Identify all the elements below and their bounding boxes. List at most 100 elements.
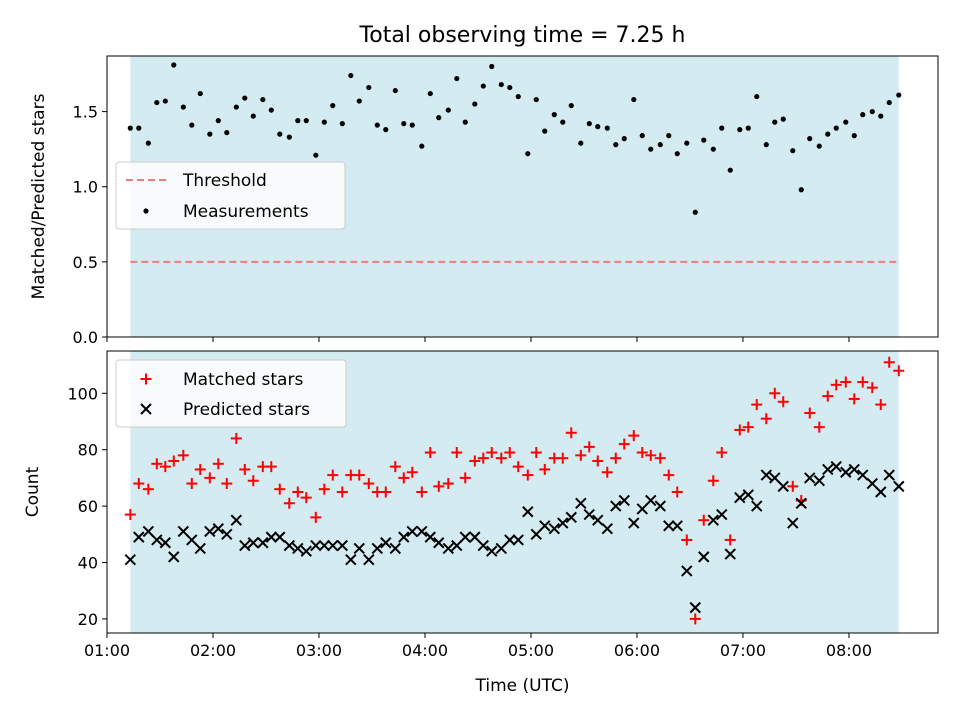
predicted-stars-point: [477, 539, 489, 552]
matched-stars-point: [495, 452, 507, 464]
measurement-point: [366, 84, 372, 91]
matched-stars-point: [380, 486, 392, 498]
ratio-legend-box: [115, 161, 346, 230]
predicted-stars-point: [751, 500, 763, 512]
predicted-stars-point: [592, 514, 604, 526]
measurement-point: [586, 121, 592, 127]
matched-stars-point: [565, 427, 577, 439]
matched-stars-point: [654, 452, 666, 464]
matched-stars-point: [477, 452, 489, 464]
predicted-stars-point: [830, 460, 842, 473]
matched-stars-point: [292, 486, 304, 498]
y-tick-label: 0.5: [73, 253, 98, 272]
y-tick-label: 80: [78, 441, 98, 460]
matched-stars-point: [124, 509, 136, 521]
measurement-point: [578, 140, 584, 146]
matched-stars-point: [813, 421, 825, 433]
matched-stars-point: [177, 449, 189, 461]
measurement-point: [224, 130, 230, 136]
predicted-stars-point: [283, 539, 296, 552]
predicted-stars-point: [787, 517, 799, 529]
measurement-point: [498, 81, 504, 88]
x-tick-label: 02:00: [190, 641, 236, 660]
measurement-point: [480, 83, 486, 89]
legend-matched-label: Matched stars: [183, 370, 303, 390]
measurement-point: [136, 125, 142, 131]
predicted-stars-point: [433, 537, 445, 549]
ratio-panel: 0.0 0.5 1.0 1.5 Total observing time = 7.25…: [29, 23, 939, 347]
matched-stars-point: [433, 480, 445, 492]
legend-plus-marker: [140, 373, 152, 385]
matched-stars-point: [504, 447, 516, 459]
matched-stars-point: [230, 432, 242, 444]
predicted-stars-point: [177, 525, 190, 538]
measurement-point: [339, 121, 345, 127]
matched-stars-point: [310, 511, 322, 523]
measurement-point: [790, 148, 796, 154]
matched-stars-point: [724, 534, 736, 546]
matched-stars-point: [247, 475, 259, 487]
predicted-stars-point: [557, 517, 569, 529]
predicted-stars-point: [469, 531, 481, 543]
predicted-stars-point: [760, 469, 772, 481]
predicted-stars-point: [186, 534, 198, 546]
measurement-point: [533, 96, 539, 103]
time-x-axis-label: Time (UTC): [475, 676, 570, 696]
y-tick-label: 0.0: [73, 328, 98, 347]
matched-stars-point: [610, 452, 622, 464]
measurement-point: [719, 125, 725, 131]
predicted-stars-point: [769, 472, 781, 484]
count-x-ticks: 01:00 02:00 03:00 04:00 05:00 06:00 07:00 08:00: [84, 633, 872, 660]
measurement-point: [780, 116, 786, 122]
matched-stars-point: [239, 463, 251, 475]
predicted-stars-point: [230, 514, 243, 526]
matched-stars-point: [822, 390, 834, 402]
y-tick-label: 60: [78, 497, 98, 516]
measurement-point: [525, 151, 531, 157]
predicted-stars-point: [159, 537, 172, 549]
matched-stars-point: [133, 478, 145, 490]
measurement-point: [657, 142, 663, 148]
measurement-point: [639, 133, 645, 139]
matched-stars-point: [618, 438, 630, 450]
x-tick-label: 05:00: [508, 641, 554, 660]
x-tick-label: 08:00: [826, 641, 872, 660]
measurement-point: [613, 142, 619, 148]
x-tick-label: 04:00: [402, 641, 448, 660]
measurement-point: [604, 125, 610, 131]
count-panel: 20 40 60 80 100 01:00 02:00 03:00 04:00 05:00 06:…: [23, 350, 939, 696]
predicted-stars-point: [353, 542, 365, 555]
measurement-point: [621, 136, 627, 142]
predicted-stars-point: [300, 545, 312, 557]
measurement-point: [701, 137, 707, 143]
matched-stars-point: [451, 447, 463, 459]
measurement-point: [321, 119, 327, 125]
matched-stars-point: [512, 461, 524, 473]
predicted-stars-point: [671, 520, 683, 532]
predicted-stars-point: [522, 506, 534, 518]
measurement-point: [348, 72, 354, 79]
measurement-point: [489, 63, 495, 70]
predicted-stars-point: [486, 545, 498, 557]
measurement-point: [507, 84, 513, 91]
measurement-point: [207, 131, 213, 137]
predicted-stars-point: [247, 537, 259, 549]
predicted-stars-point: [398, 531, 410, 543]
measurement-point: [454, 75, 460, 82]
measurement-point: [772, 119, 778, 125]
matched-stars-point: [221, 478, 233, 490]
measurement-point: [374, 122, 380, 128]
measurement-point: [356, 98, 362, 104]
predicted-stars-point: [681, 565, 693, 577]
legend-predicted-label: Predicted stars: [183, 400, 310, 420]
matched-stars-point: [734, 424, 746, 436]
measurement-point: [313, 152, 319, 158]
predicted-stars-point: [689, 601, 701, 614]
predicted-stars-point: [777, 480, 789, 493]
matched-stars-point: [830, 379, 842, 391]
predicted-stars-point: [442, 542, 455, 555]
predicted-stars-point: [406, 525, 418, 538]
matched-stars-point: [628, 430, 640, 442]
measurement-point: [878, 113, 884, 119]
